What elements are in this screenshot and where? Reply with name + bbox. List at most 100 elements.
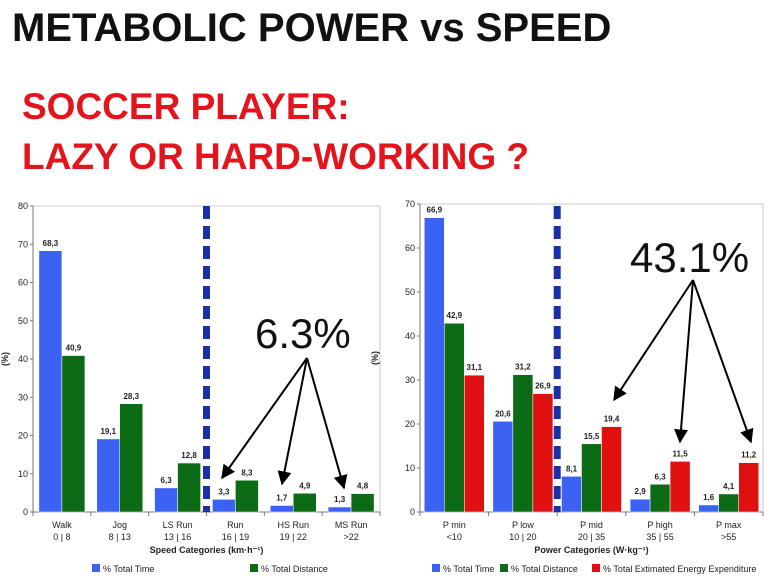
x-axis-title: Speed Categories (km·h⁻¹): [150, 545, 264, 555]
x-category-range-label: 8 | 13: [109, 532, 131, 542]
legend-swatch: [92, 564, 100, 572]
y-tick-label: 20: [405, 419, 415, 429]
bar: [738, 462, 759, 513]
y-tick-label: 60: [405, 243, 415, 253]
x-category-label: P mid: [580, 520, 603, 530]
bar: [601, 426, 622, 513]
annotation-percentage: 6.3%: [255, 310, 351, 357]
bar: [669, 461, 691, 513]
annotation-arrow: [613, 279, 694, 402]
slide-subtitle-line-2: LAZY OR HARD-WORKING ?: [22, 136, 529, 177]
x-category-label: P min: [443, 520, 466, 530]
bar: [532, 393, 554, 513]
x-category-range-label: >55: [721, 532, 736, 542]
bar-data-label: 1,3: [334, 495, 346, 504]
bar-data-label: 40,9: [66, 344, 82, 353]
y-tick-label: 0: [410, 507, 415, 517]
x-category-range-label: 16 | 19: [222, 532, 249, 542]
bar-data-label: 68,3: [43, 239, 59, 248]
y-tick-label: 70: [405, 199, 415, 209]
bar: [350, 493, 375, 513]
x-category-label: HS Run: [277, 520, 309, 530]
x-axis-title: Power Categories (W·kg⁻¹): [534, 545, 648, 555]
y-tick-label: 60: [18, 278, 28, 288]
legend-swatch: [592, 564, 600, 572]
bar: [154, 487, 178, 513]
bar: [698, 504, 719, 513]
bar-data-label: 11,2: [741, 451, 757, 460]
y-tick-label: 40: [18, 354, 28, 364]
bar-data-label: 15,5: [584, 432, 600, 441]
x-category-range-label: 20 | 35: [578, 532, 605, 542]
bar-data-label: 19,1: [100, 427, 116, 436]
annotation-arrow: [306, 357, 348, 490]
bar-data-label: 12,8: [181, 451, 197, 460]
slide-subtitle-line-1: SOCCER PLAYER:: [22, 86, 350, 127]
bar-data-label: 6,3: [161, 476, 173, 485]
x-category-label: Jog: [112, 520, 127, 530]
x-category-label: LS Run: [163, 520, 193, 530]
bar: [629, 498, 651, 513]
bar-data-label: 6,3: [655, 472, 667, 481]
y-tick-label: 40: [405, 331, 415, 341]
bar-data-label: 4,1: [723, 482, 735, 491]
bar: [212, 499, 236, 513]
bar-data-label: 31,2: [515, 363, 531, 372]
bar: [119, 403, 143, 513]
bar-data-label: 11,5: [673, 449, 689, 458]
bar: [61, 355, 86, 513]
bar-data-label: 4,8: [357, 482, 369, 491]
x-category-range-label: >22: [343, 532, 358, 542]
bar: [177, 462, 201, 513]
y-tick-label: 20: [18, 431, 28, 441]
x-category-label: Run: [227, 520, 244, 530]
y-tick-label: 10: [405, 463, 415, 473]
x-category-label: Walk: [52, 520, 72, 530]
bar-data-label: 19,4: [604, 415, 620, 424]
bar: [464, 374, 485, 513]
annotation-arrow: [692, 279, 754, 444]
bar: [492, 421, 514, 513]
annotation-arrow: [277, 357, 308, 486]
bar-data-label: 1,6: [703, 493, 715, 502]
bar: [718, 493, 739, 513]
legend-swatch: [250, 564, 258, 572]
bar: [96, 438, 120, 513]
x-category-label: P low: [512, 520, 534, 530]
legend-swatch: [432, 564, 440, 572]
legend-label: % Total Distance: [261, 564, 328, 574]
bar-data-label: 1,7: [276, 493, 288, 502]
legend-label: % Total Extimated Energy Expenditure: [603, 564, 756, 574]
bar-data-label: 2,9: [635, 487, 647, 496]
bar: [444, 322, 465, 513]
bar-data-label: 42,9: [447, 311, 463, 320]
x-category-range-label: <10: [447, 532, 462, 542]
bar-data-label: 20,6: [495, 409, 511, 418]
x-category-range-label: 19 | 22: [280, 532, 307, 542]
bar: [649, 484, 671, 513]
x-category-range-label: 13 | 16: [164, 532, 191, 542]
bar-data-label: 28,3: [123, 392, 139, 401]
bar-data-label: 8,3: [241, 468, 253, 477]
y-tick-label: 70: [18, 239, 28, 249]
annotation-percentage: 43.1%: [630, 234, 749, 281]
y-tick-label: 80: [18, 201, 28, 211]
bar-data-label: 3,3: [218, 487, 230, 496]
legend-swatch: [500, 564, 508, 572]
x-category-range-label: 0 | 8: [53, 532, 70, 542]
bar-data-label: 66,9: [427, 206, 443, 215]
y-axis-label: (%): [370, 351, 380, 365]
x-category-label: MS Run: [335, 520, 368, 530]
y-tick-label: 0: [23, 507, 28, 517]
bar: [327, 506, 352, 513]
bar: [561, 476, 582, 513]
legend-label: % Total Time: [103, 564, 154, 574]
x-category-range-label: 10 | 20: [509, 532, 536, 542]
bar: [38, 250, 63, 513]
legend-label: % Total Time: [443, 564, 494, 574]
y-tick-label: 50: [18, 316, 28, 326]
x-category-label: P high: [647, 520, 672, 530]
bar-data-label: 8,1: [566, 464, 578, 473]
annotation-arrow: [221, 357, 308, 480]
